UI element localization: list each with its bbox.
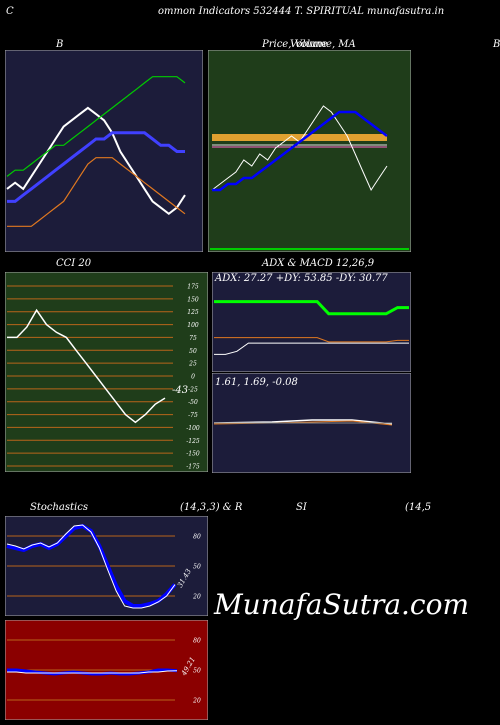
stoch-title: Stochastics — [30, 502, 88, 513]
rsi-params: (14,5 — [405, 502, 432, 513]
cci-series-0 — [7, 308, 166, 424]
watermark: MunafaSutra.com — [214, 588, 470, 621]
cci-tick-label: 100 — [187, 322, 199, 329]
macd-chart — [212, 373, 411, 473]
cci-tick-label: -75 — [188, 412, 198, 419]
bb-series-1 — [6, 76, 186, 177]
price-bg — [208, 50, 411, 252]
rsi-series-1 — [7, 670, 178, 674]
cci-tick-label: 75 — [189, 335, 197, 342]
bollinger-bg — [5, 50, 203, 252]
price-title: Price, Volume, MA — [262, 39, 356, 50]
cci-tick-label: -150 — [186, 451, 200, 458]
page-title: ommon Indicators 532444 T. SPIRITUAL mun… — [158, 6, 445, 17]
adx-series-2-dy — [214, 342, 409, 355]
rsi-chart: 80 50 20 — [5, 620, 208, 720]
cci-tick-label: -175 — [186, 464, 200, 471]
cci-tick-label: 0 — [191, 374, 195, 381]
adx-chart — [212, 272, 411, 372]
stoch-tick-label: 50 — [193, 564, 201, 571]
bb-series-2 — [7, 131, 185, 203]
rsi-tick-label: 50 — [193, 668, 201, 675]
bb-title: B — [56, 39, 64, 50]
cci-bg — [5, 272, 208, 472]
adx-title: ADX & MACD 12,26,9 — [262, 258, 375, 269]
stoch-params: (14,3,3) & R — [180, 502, 243, 513]
adx-series-0-adx — [214, 300, 409, 316]
cci-tick-label: -25 — [188, 386, 198, 393]
price-series-1 — [212, 110, 388, 192]
header-left-char: C — [6, 6, 14, 17]
cci-tick-label: 125 — [187, 309, 199, 316]
cci-tick-label: -100 — [186, 425, 200, 432]
stochastics-chart: 80 50 20 — [5, 516, 208, 616]
cci-tick-label: -125 — [186, 438, 200, 445]
price-chart — [208, 50, 411, 252]
bb-series-0 — [6, 106, 186, 216]
cci-chart: 175 150 125 100 75 50 25 0 -25 -50 -75 -100 -125 -150… — [5, 272, 208, 472]
rsi-tick-label: 20 — [192, 698, 201, 705]
cci-tick-label: -50 — [188, 399, 198, 406]
bollinger-chart — [5, 50, 203, 252]
cci-tick-label: 25 — [188, 361, 197, 368]
cci-tick-label: 175 — [187, 284, 199, 291]
price-ma-band — [212, 134, 387, 141]
cci-tick-label: 150 — [187, 296, 199, 303]
rsi-tick-label: 80 — [193, 638, 201, 645]
cci-title: CCI 20 — [56, 258, 92, 269]
adx-series-1-dy — [214, 337, 409, 343]
rsi-title: SI — [296, 502, 307, 513]
stoch-tick-label: 20 — [192, 594, 201, 601]
macd-values: 1.61, 1.69, -0.08 — [215, 377, 298, 388]
stoch-series-0 — [6, 523, 177, 608]
stoch-series-1 — [6, 524, 176, 609]
bb-series-3 — [7, 157, 186, 227]
adx-bg — [212, 272, 411, 372]
bb-right-char: B — [493, 39, 500, 50]
cci-value-label: -43 — [172, 385, 189, 396]
cci-tick-label: 50 — [189, 348, 197, 355]
adx-values: ADX: 27.27 +DY: 53.85 -DY: 30.77 — [215, 273, 388, 284]
price-overlay-label: Volume — [290, 39, 328, 50]
macd-line-white — [213, 419, 393, 425]
stoch-tick-label: 80 — [193, 534, 201, 541]
